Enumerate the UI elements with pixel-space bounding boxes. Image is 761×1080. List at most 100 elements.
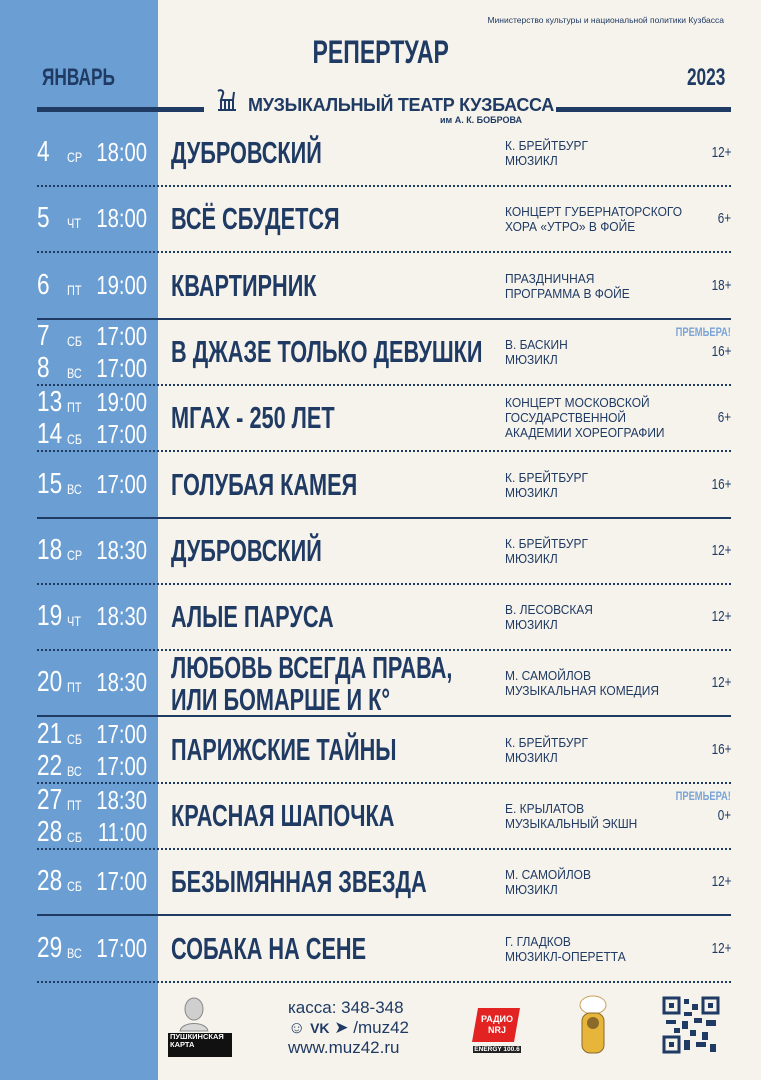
show-time: 18:30 — [82, 666, 147, 698]
show-title[interactable]: ДУБРОВСКИЙ — [171, 532, 387, 568]
info-line: ПРАЗДНИЧНАЯ — [505, 270, 595, 286]
time-text: 11:00 — [97, 817, 147, 847]
show-time: 17:00 — [82, 932, 147, 964]
title-line: МГАХ - 250 ЛЕТ — [171, 400, 335, 436]
event-date: 4 СР 18:00 — [37, 136, 147, 168]
event-date: 28 СБ 17:00 — [37, 865, 147, 897]
ministry-label: Министерство культуры и национальной пол… — [487, 15, 724, 25]
theatre-lyre-logo-icon — [217, 89, 236, 111]
event-row[interactable]: 15 ВС 17:00 ГОЛУБАЯ КАМЕЯ К. БРЕЙТБУРГ МЮЗИКЛ… — [0, 452, 761, 519]
website-link[interactable]: www.muz42.ru — [288, 1038, 400, 1057]
event-date: 8 ВС 17:00 — [37, 352, 147, 384]
info-line: МЮЗИКЛ — [505, 617, 558, 633]
weekday-text: ПТ — [67, 797, 82, 813]
event-row[interactable]: 29 ВС 17:00 СОБАКА НА СЕНЕ Г. ГЛАДКОВ МЮЗИКЛ-… — [0, 916, 761, 983]
box-office-phone: касса: 348-348 — [288, 998, 404, 1017]
day-text: 22 — [37, 749, 63, 782]
day-number: 22 — [37, 750, 69, 782]
weekday-text: СБ — [67, 431, 83, 448]
show-title[interactable]: КВАРТИРНИК — [171, 269, 379, 302]
show-title[interactable]: В ДЖАЗЕ ТОЛЬКО ДЕВУШКИ — [171, 333, 616, 369]
event-row[interactable]: 18 СР 18:30 ДУБРОВСКИЙ К. БРЕЙТБУРГ МЮЗИКЛ 12+ — [0, 518, 761, 585]
month-label: ЯНВАРЬ — [42, 64, 115, 91]
show-info: ПРАЗДНИЧНАЯ ПРОГРАММА В ФОЙЕ — [505, 271, 641, 301]
show-title[interactable]: СОБАКА НА СЕНЕ — [171, 932, 450, 965]
show-title[interactable]: ВСЁ СБУДЕТСЯ — [171, 203, 412, 235]
header-rule-left — [37, 107, 204, 112]
show-title[interactable]: БЕЗЫМЯННАЯ ЗВЕЗДА — [171, 866, 536, 898]
time-text: 18:00 — [96, 203, 147, 234]
pushkin-portrait-icon — [168, 997, 232, 1057]
day-text: 5 — [37, 202, 50, 235]
event-row[interactable]: 21 СБ 17:00 22 ВС 17:00 ПАРИЖСКИЕ ТАЙНЫ К. БРЕЙ… — [0, 717, 761, 784]
weekday: ПТ — [67, 282, 86, 298]
day-text: 8 — [37, 351, 50, 384]
event-row[interactable]: 28 СБ 17:00 БЕЗЫМЯННАЯ ЗВЕЗДА М. САМОЙЛОВ МЮЗ… — [0, 849, 761, 917]
day-text: 27 — [37, 784, 63, 816]
title-line: ИЛИ БОМАРШЕ И К° — [171, 682, 391, 718]
age-text: 16+ — [711, 342, 731, 360]
event-date: 29 ВС 17:00 — [37, 932, 147, 964]
day-number: 28 — [37, 865, 69, 897]
event-row[interactable]: 4 СР 18:00 ДУБРОВСКИЙ К. БРЕЙТБУРГ МЮЗИКЛ 12+ — [0, 120, 761, 187]
weekday: СР — [67, 149, 86, 165]
time-text: 17:00 — [96, 932, 147, 963]
show-title[interactable]: ЛЮБОВЬ ВСЕГДА ПРАВА, ИЛИ БОМАРШЕ И К° — [171, 652, 573, 716]
vk-icon[interactable]: VK — [310, 1020, 330, 1036]
time-text: 18:30 — [96, 785, 147, 815]
title-line: В ДЖАЗЕ ТОЛЬКО ДЕВУШКИ — [171, 333, 483, 369]
event-date: 14 СБ 17:00 — [37, 418, 147, 450]
show-title[interactable]: АЛЫЕ ПАРУСА — [171, 601, 403, 633]
weekday: ПТ — [67, 399, 86, 415]
day-number: 8 — [37, 352, 53, 384]
event-row[interactable]: 27 ПТ 18:30 28 СБ 11:00 КРАСНАЯ ШАПОЧКА Е. КРЫЛ… — [0, 783, 761, 850]
event-row[interactable]: 5 ЧТ 18:00 ВСЁ СБУДЕТСЯ КОНЦЕРТ ГУБЕРНАТОРСК… — [0, 186, 761, 254]
show-info: КОНЦЕРТ ГУБЕРНАТОРСКОГО ХОРА «УТРО» В ФОЙ… — [505, 204, 697, 234]
show-title[interactable]: ГОЛУБАЯ КАМЕЯ — [171, 468, 437, 501]
show-title[interactable]: ПАРИЖСКИЕ ТАЙНЫ — [171, 733, 493, 766]
pushkin-card-logo: ПУШКИНСКАЯ КАРТА — [166, 995, 232, 1057]
day-text: 13 — [37, 386, 63, 419]
title-line: КРАСНАЯ ШАПОЧКА — [171, 798, 395, 833]
weekday: СБ — [67, 829, 86, 845]
day-text: 29 — [37, 931, 63, 964]
show-info: В. БАСКИН МЮЗИКЛ — [505, 337, 573, 367]
age-rating: 0+ — [714, 807, 731, 824]
event-row[interactable]: 13 ПТ 19:00 14 СБ 17:00 МГАХ - 250 ЛЕТ КОНЦЕРТ … — [0, 385, 761, 453]
radio-logo-text: РАДИО NRJ — [481, 1014, 513, 1035]
event-row[interactable]: 19 ЧТ 18:30 АЛЫЕ ПАРУСА В. ЛЕСОВСКАЯ МЮЗИКЛ 12… — [0, 584, 761, 652]
social-handle[interactable]: /muz42 — [353, 1018, 410, 1037]
event-row[interactable]: 7 СБ 17:00 8 ВС 17:00 В ДЖАЗЕ ТОЛЬКО ДЕВУШКИ В.… — [0, 319, 761, 386]
info-line: МЮЗИКЛ — [505, 351, 558, 367]
title-line: ДУБРОВСКИЙ — [171, 532, 322, 568]
info-line: ГОСУДАРСТВЕННОЙ — [505, 410, 627, 426]
show-info: КОНЦЕРТ МОСКОВСКОЙ ГОСУДАРСТВЕННОЙ АКАДЕМИ… — [505, 395, 678, 440]
event-row[interactable]: 6 ПТ 19:00 КВАРТИРНИК ПРАЗДНИЧНАЯ ПРОГРАММА В… — [0, 253, 761, 320]
telegram-icon[interactable]: ➤ — [334, 1018, 349, 1037]
age-text: 16+ — [711, 475, 731, 493]
show-info: В. ЛЕСОВСКАЯ МЮЗИКЛ — [505, 602, 601, 632]
weekday: ЧТ — [67, 613, 85, 629]
weekday: ВС — [67, 763, 86, 779]
odnoklassniki-icon[interactable]: ☺ — [288, 1018, 306, 1037]
weekday: ПТ — [67, 679, 86, 695]
weekday: ВС — [67, 945, 86, 961]
time-text: 17:00 — [96, 718, 147, 749]
show-title[interactable]: МГАХ - 250 ЛЕТ — [171, 402, 405, 434]
weekday-text: СБ — [67, 332, 83, 349]
info-line: К. БРЕЙТБУРГ — [505, 138, 588, 153]
event-row[interactable]: 20 ПТ 18:30 ЛЮБОВЬ ВСЕГДА ПРАВА, ИЛИ БОМАРШЕ… — [0, 650, 761, 718]
info-line: АКАДЕМИИ ХОРЕОГРАФИИ — [505, 425, 665, 441]
age-text: 0+ — [717, 807, 731, 824]
event-date: 22 ВС 17:00 — [37, 750, 147, 782]
show-title[interactable]: ДУБРОВСКИЙ — [171, 137, 387, 169]
event-date: 13 ПТ 19:00 — [37, 386, 147, 418]
time-text: 17:00 — [96, 419, 147, 450]
weekday-text: ВС — [67, 762, 82, 779]
day-number: 27 — [37, 784, 69, 816]
show-title[interactable]: КРАСНАЯ ШАПОЧКА — [171, 800, 490, 832]
day-text: 28 — [37, 865, 63, 898]
mascot-logo — [570, 995, 616, 1057]
day-number: 20 — [37, 666, 69, 698]
qr-code[interactable] — [662, 996, 720, 1054]
